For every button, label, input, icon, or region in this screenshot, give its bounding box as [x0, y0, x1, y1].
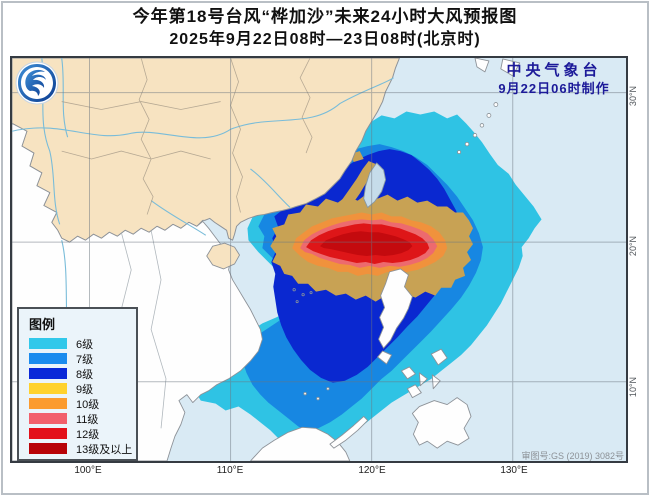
lon-label-110e: 110°E: [216, 465, 244, 476]
korea-peninsula: [474, 58, 490, 73]
legend-swatch-6: [29, 338, 67, 349]
legend-item: 9级: [29, 381, 136, 396]
agency-block: 中央气象台 9月22日06时制作: [478, 61, 630, 97]
mindoro-island: [377, 350, 392, 365]
legend-item: 11级: [29, 411, 136, 426]
lat-label-30n: 30°N: [628, 85, 638, 107]
agency-name: 中央气象台: [506, 62, 602, 79]
legend-swatch-13: [29, 443, 67, 454]
legend-label: 6级: [76, 338, 94, 351]
legend-item: 8级: [29, 366, 136, 381]
agency-issued-time: 9月22日06时制作: [498, 81, 610, 96]
legend-swatch-7: [29, 353, 67, 364]
province-border-layer: [61, 58, 313, 215]
legend-label: 11级: [76, 413, 99, 426]
legend-item: 13级及以上: [29, 441, 136, 456]
legend-label: 8级: [76, 368, 94, 381]
legend-swatch-11: [29, 413, 67, 424]
legend-item: 12级: [29, 426, 136, 441]
cma-logo-icon: [14, 60, 60, 106]
legend-label: 12级: [76, 428, 100, 441]
map-credit: 审图号:GS (2019) 3082号: [521, 451, 624, 461]
samar-island: [430, 348, 448, 366]
hainan-island: [206, 242, 240, 270]
legend-item: 6级: [29, 336, 136, 351]
legend-swatch-9: [29, 383, 67, 394]
lon-label-130e: 130°E: [500, 465, 528, 476]
lon-label-100e: 100°E: [74, 465, 102, 476]
borneo-island: [249, 426, 351, 461]
legend-label: 10级: [76, 398, 100, 411]
south-china-sea-islets: [292, 288, 330, 401]
legend-swatch-12: [29, 428, 67, 439]
ryukyu-islands: [457, 102, 499, 155]
legend-label: 13级及以上: [76, 443, 133, 456]
luzon-island: [378, 268, 413, 349]
legend-item: 10级: [29, 396, 136, 411]
legend-item: 7级: [29, 351, 136, 366]
wind-9-strait-band: [327, 160, 376, 222]
wind-field-layer: [193, 111, 542, 457]
legend-label: 7级: [76, 353, 94, 366]
legend-title: 图例: [29, 317, 56, 332]
legend-box: 图例 6级 7级 8级 9级 10级 11级 12级: [17, 307, 138, 461]
legend-swatch-8: [29, 368, 67, 379]
lon-label-120e: 120°E: [358, 465, 386, 476]
map-canvas: [12, 58, 626, 461]
page-title: 今年第18号台风“桦加沙”未来24小时大风预报图 2025年9月22日08时—2…: [0, 5, 650, 51]
mindanao-island: [411, 397, 472, 449]
negros-island: [406, 384, 422, 399]
title-line2: 2025年9月22日08时—23日08时(北京时): [169, 31, 481, 48]
title-line1: 今年第18号台风“桦加沙”未来24小时大风预报图: [132, 7, 518, 26]
wind-13-region: [319, 231, 413, 257]
visayas-island-1: [401, 366, 416, 380]
lat-label-10n: 10°N: [628, 376, 638, 398]
legend-label: 9级: [76, 383, 94, 396]
palawan-island: [329, 415, 369, 449]
legend-swatch-10: [29, 398, 67, 409]
lat-label-20n: 20°N: [628, 235, 638, 257]
